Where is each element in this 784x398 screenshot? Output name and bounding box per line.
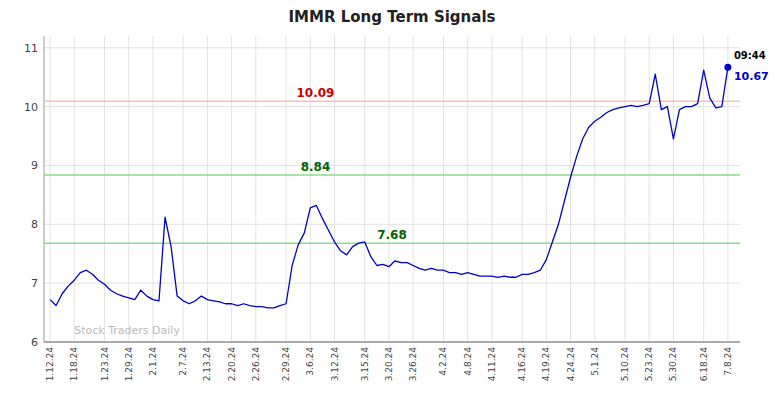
- x-tick-label: 2.1.24: [148, 347, 158, 376]
- grid-line: [74, 36, 75, 342]
- grid-line: [673, 36, 674, 342]
- reference-label: 7.68: [377, 228, 407, 242]
- grid-line: [231, 36, 232, 342]
- grid-line: [152, 36, 153, 342]
- reference-line: [44, 242, 740, 244]
- x-tick-label: 2.13.24: [202, 347, 212, 382]
- x-tick-label: 5.1.24: [590, 347, 600, 376]
- x-tick-label: 4.16.24: [517, 347, 527, 382]
- grid-line: [310, 36, 311, 342]
- x-tick-label: 1.29.24: [124, 347, 134, 382]
- grid-line: [44, 47, 740, 48]
- x-tick-label: 1.12.24: [45, 347, 55, 382]
- y-tick-label: 7: [31, 277, 38, 290]
- x-tick-label: 1.23.24: [100, 347, 110, 382]
- grid-line: [44, 283, 740, 284]
- last-price-dot: [724, 64, 731, 71]
- grid-line: [128, 36, 129, 342]
- grid-line: [44, 165, 740, 166]
- x-tick-label: 2.20.24: [227, 347, 237, 382]
- y-tick-label: 9: [31, 159, 38, 172]
- x-tick-label: 2.29.24: [281, 347, 291, 382]
- grid-line: [44, 342, 740, 343]
- x-tick-label: 6.18.24: [699, 347, 709, 382]
- grid-line: [594, 36, 595, 342]
- x-tick-label: 3.6.24: [305, 347, 315, 376]
- x-tick-label: 3.12.24: [330, 347, 340, 382]
- y-tick-label: 11: [24, 42, 38, 55]
- grid-line: [413, 36, 414, 342]
- reference-label: 10.09: [296, 86, 334, 100]
- y-tick-label: 10: [24, 101, 38, 114]
- watermark: Stock Traders Daily: [74, 324, 180, 337]
- x-tick-label: 3.26.24: [408, 347, 418, 382]
- x-tick-label: 7.8.24: [723, 347, 733, 376]
- grid-line: [255, 36, 256, 342]
- grid-line: [727, 36, 728, 342]
- reference-label: 8.84: [301, 160, 331, 174]
- y-tick-label: 6: [31, 336, 38, 349]
- x-tick-label: 4.19.24: [541, 347, 551, 382]
- plot-area: [44, 64, 740, 308]
- grid-line: [44, 224, 740, 225]
- grid-line: [522, 36, 523, 342]
- grid-line: [703, 36, 704, 342]
- x-tick-label: 4.2.24: [438, 347, 448, 376]
- last-time-label: 09:44: [734, 50, 766, 61]
- x-tick-label: 2.26.24: [251, 347, 261, 382]
- x-tick-label: 4.24.24: [566, 347, 576, 382]
- y-tick-label: 8: [31, 218, 38, 231]
- x-tick-label: 4.8.24: [463, 347, 473, 376]
- grid-line: [207, 36, 208, 342]
- x-tick-label: 1.18.24: [69, 347, 79, 382]
- chart: IMMR Long Term Signals 6 7 8 9 10 11 1.12.24 1.1…: [0, 0, 784, 398]
- last-price-label: 10.67: [734, 70, 769, 83]
- grid-line: [364, 36, 365, 342]
- x-tick-label: 5.23.24: [644, 347, 654, 382]
- grid-line: [546, 36, 547, 342]
- x-tick-label: 5.10.24: [620, 347, 630, 382]
- grid-line: [443, 36, 444, 342]
- x-tick-label: 3.15.24: [360, 347, 370, 382]
- x-tick-label: 5.30.24: [668, 347, 678, 382]
- price-line: [50, 67, 728, 308]
- y-axis: [44, 36, 45, 342]
- reference-line: [44, 174, 740, 176]
- reference-line: [44, 101, 740, 103]
- grid-line: [570, 36, 571, 342]
- grid-line: [286, 36, 287, 342]
- x-tick-label: 4.11.24: [487, 347, 497, 382]
- grid-line: [491, 36, 492, 342]
- grid-line: [649, 36, 650, 342]
- x-tick-label: 2.7.24: [178, 347, 188, 376]
- x-tick-label: 3.20.24: [384, 347, 394, 382]
- grid-line: [625, 36, 626, 342]
- grid-line: [183, 36, 184, 342]
- grid-line: [334, 36, 335, 342]
- grid-line: [388, 36, 389, 342]
- grid-line: [104, 36, 105, 342]
- title: IMMR Long Term Signals: [289, 8, 496, 26]
- grid-line: [50, 36, 51, 342]
- x-axis: [44, 342, 740, 343]
- grid-line: [467, 36, 468, 342]
